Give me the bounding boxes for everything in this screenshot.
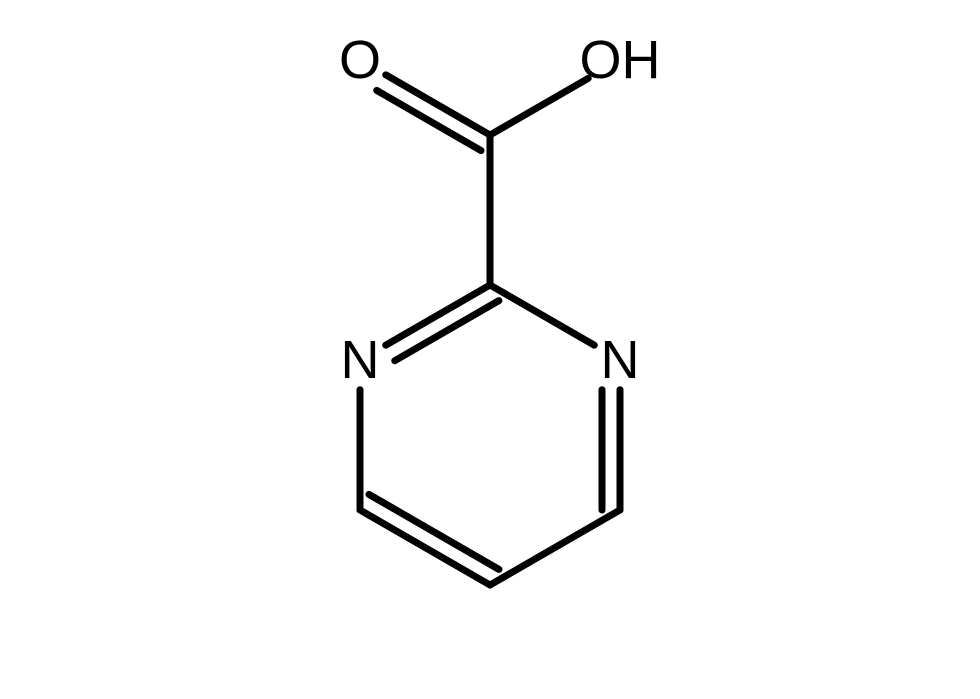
atom-label-n2: N: [601, 330, 640, 390]
bond-line: [360, 510, 490, 585]
chemical-structure-svg: N N O OH: [0, 0, 980, 699]
bond-line: [369, 494, 499, 569]
atom-label-n6: N: [341, 330, 380, 390]
bond-line: [490, 78, 588, 135]
atom-label-o9: OH: [580, 30, 661, 90]
bond-line: [490, 510, 620, 585]
atom-label-o8: O: [339, 30, 381, 90]
bond-line: [490, 285, 594, 345]
